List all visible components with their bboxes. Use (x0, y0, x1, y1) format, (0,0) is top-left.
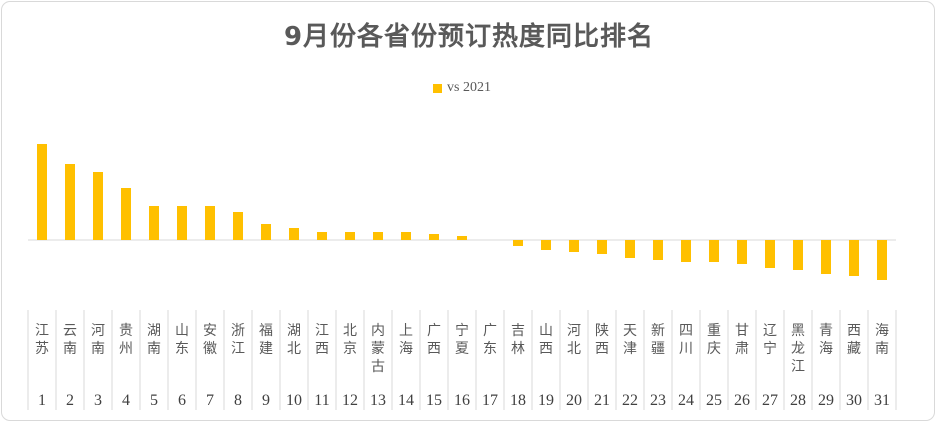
legend: vs 2021 (433, 79, 491, 97)
category-label: 辽宁 (763, 323, 777, 357)
rank-label: 17 (482, 392, 498, 409)
rank-label: 4 (122, 392, 130, 409)
bar-9 (261, 224, 271, 240)
category-label: 宁夏 (455, 322, 469, 357)
bar-16 (457, 236, 467, 240)
bar-30 (849, 240, 859, 276)
category-label: 天津 (623, 323, 637, 357)
bar-6 (177, 206, 187, 240)
bar-21 (597, 240, 607, 254)
category-label: 西藏 (847, 323, 861, 357)
bar-24 (681, 240, 691, 262)
rank-label: 18 (510, 392, 526, 409)
chart-title: 9月份各省份预订热度同比排名 (283, 22, 655, 52)
category-label: 河北 (567, 323, 581, 357)
category-label: 吉林 (511, 323, 525, 357)
rank-label: 3 (94, 392, 102, 409)
rank-label: 30 (846, 392, 862, 409)
category-label: 山西 (539, 323, 553, 357)
category-label: 海南 (875, 323, 889, 357)
category-label: 内蒙古 (371, 323, 385, 375)
bar-12 (345, 232, 355, 240)
category-label: 上海 (399, 323, 413, 357)
category-label: 浙江 (231, 323, 245, 357)
bar-27 (765, 240, 775, 268)
bar-2 (65, 164, 75, 240)
legend-label: vs 2021 (447, 80, 491, 95)
bar-26 (737, 240, 747, 264)
category-label: 安徽 (203, 323, 217, 357)
category-label: 福建 (259, 323, 273, 357)
category-label: 甘肃 (735, 323, 749, 357)
bar-8 (233, 212, 243, 240)
rank-label: 25 (706, 392, 722, 409)
category-label: 云南 (63, 323, 77, 357)
category-label: 湖南 (147, 323, 161, 357)
category-label: 山东 (175, 323, 189, 357)
bar-14 (401, 232, 411, 240)
bar-11 (317, 232, 327, 240)
rank-label: 15 (426, 392, 442, 409)
bar-20 (569, 240, 579, 252)
category-label: 江苏 (35, 323, 49, 357)
bar-13 (373, 232, 383, 240)
bar-15 (429, 234, 439, 240)
category-label: 河南 (91, 323, 105, 357)
category-label: 贵州 (119, 323, 133, 357)
rank-label: 28 (790, 392, 806, 409)
category-label: 新疆 (651, 323, 665, 357)
rank-label: 16 (454, 392, 470, 409)
rank-label: 14 (398, 392, 414, 409)
rank-label: 22 (622, 392, 638, 409)
rank-label: 6 (178, 392, 186, 409)
bar-1 (37, 144, 47, 240)
category-label: 江西 (315, 323, 329, 357)
bar-23 (653, 240, 663, 260)
legend-swatch (433, 83, 442, 93)
bar-22 (625, 240, 635, 258)
bar-5 (149, 206, 159, 240)
category-label: 四川 (679, 323, 693, 357)
rank-label: 19 (538, 392, 554, 409)
bar-18 (513, 240, 523, 246)
bar-29 (821, 240, 831, 274)
bar-3 (93, 172, 103, 240)
rank-label: 11 (314, 392, 329, 409)
rank-label: 26 (734, 392, 750, 409)
rank-label: 10 (286, 392, 302, 409)
rank-label: 8 (234, 392, 242, 409)
category-label: 广东 (483, 323, 497, 357)
rank-label: 29 (818, 392, 834, 409)
rank-label: 13 (370, 392, 386, 409)
rank-label: 12 (342, 392, 358, 409)
bar-25 (709, 240, 719, 262)
rank-label: 1 (38, 392, 46, 409)
rank-label: 7 (206, 392, 214, 409)
category-label: 北京 (343, 323, 357, 357)
rank-label: 2 (66, 392, 74, 409)
category-label: 重庆 (707, 323, 721, 357)
rank-label: 24 (678, 392, 694, 409)
bar-4 (121, 188, 131, 240)
category-label: 黑龙江 (791, 323, 805, 375)
rank-label: 27 (762, 392, 778, 409)
category-label: 青海 (819, 323, 833, 357)
rank-label: 31 (874, 392, 890, 409)
bar-7 (205, 206, 215, 240)
rank-label: 23 (650, 392, 666, 409)
rank-label: 5 (150, 392, 158, 409)
bar-19 (541, 240, 551, 250)
category-label: 湖北 (287, 323, 301, 357)
rank-label: 9 (262, 392, 270, 409)
category-label: 广西 (427, 323, 441, 357)
category-label: 陕西 (595, 323, 609, 357)
rank-label: 21 (594, 392, 610, 409)
rank-label: 20 (566, 392, 582, 409)
bar-10 (289, 228, 299, 240)
bar-31 (877, 240, 887, 280)
bar-28 (793, 240, 803, 270)
